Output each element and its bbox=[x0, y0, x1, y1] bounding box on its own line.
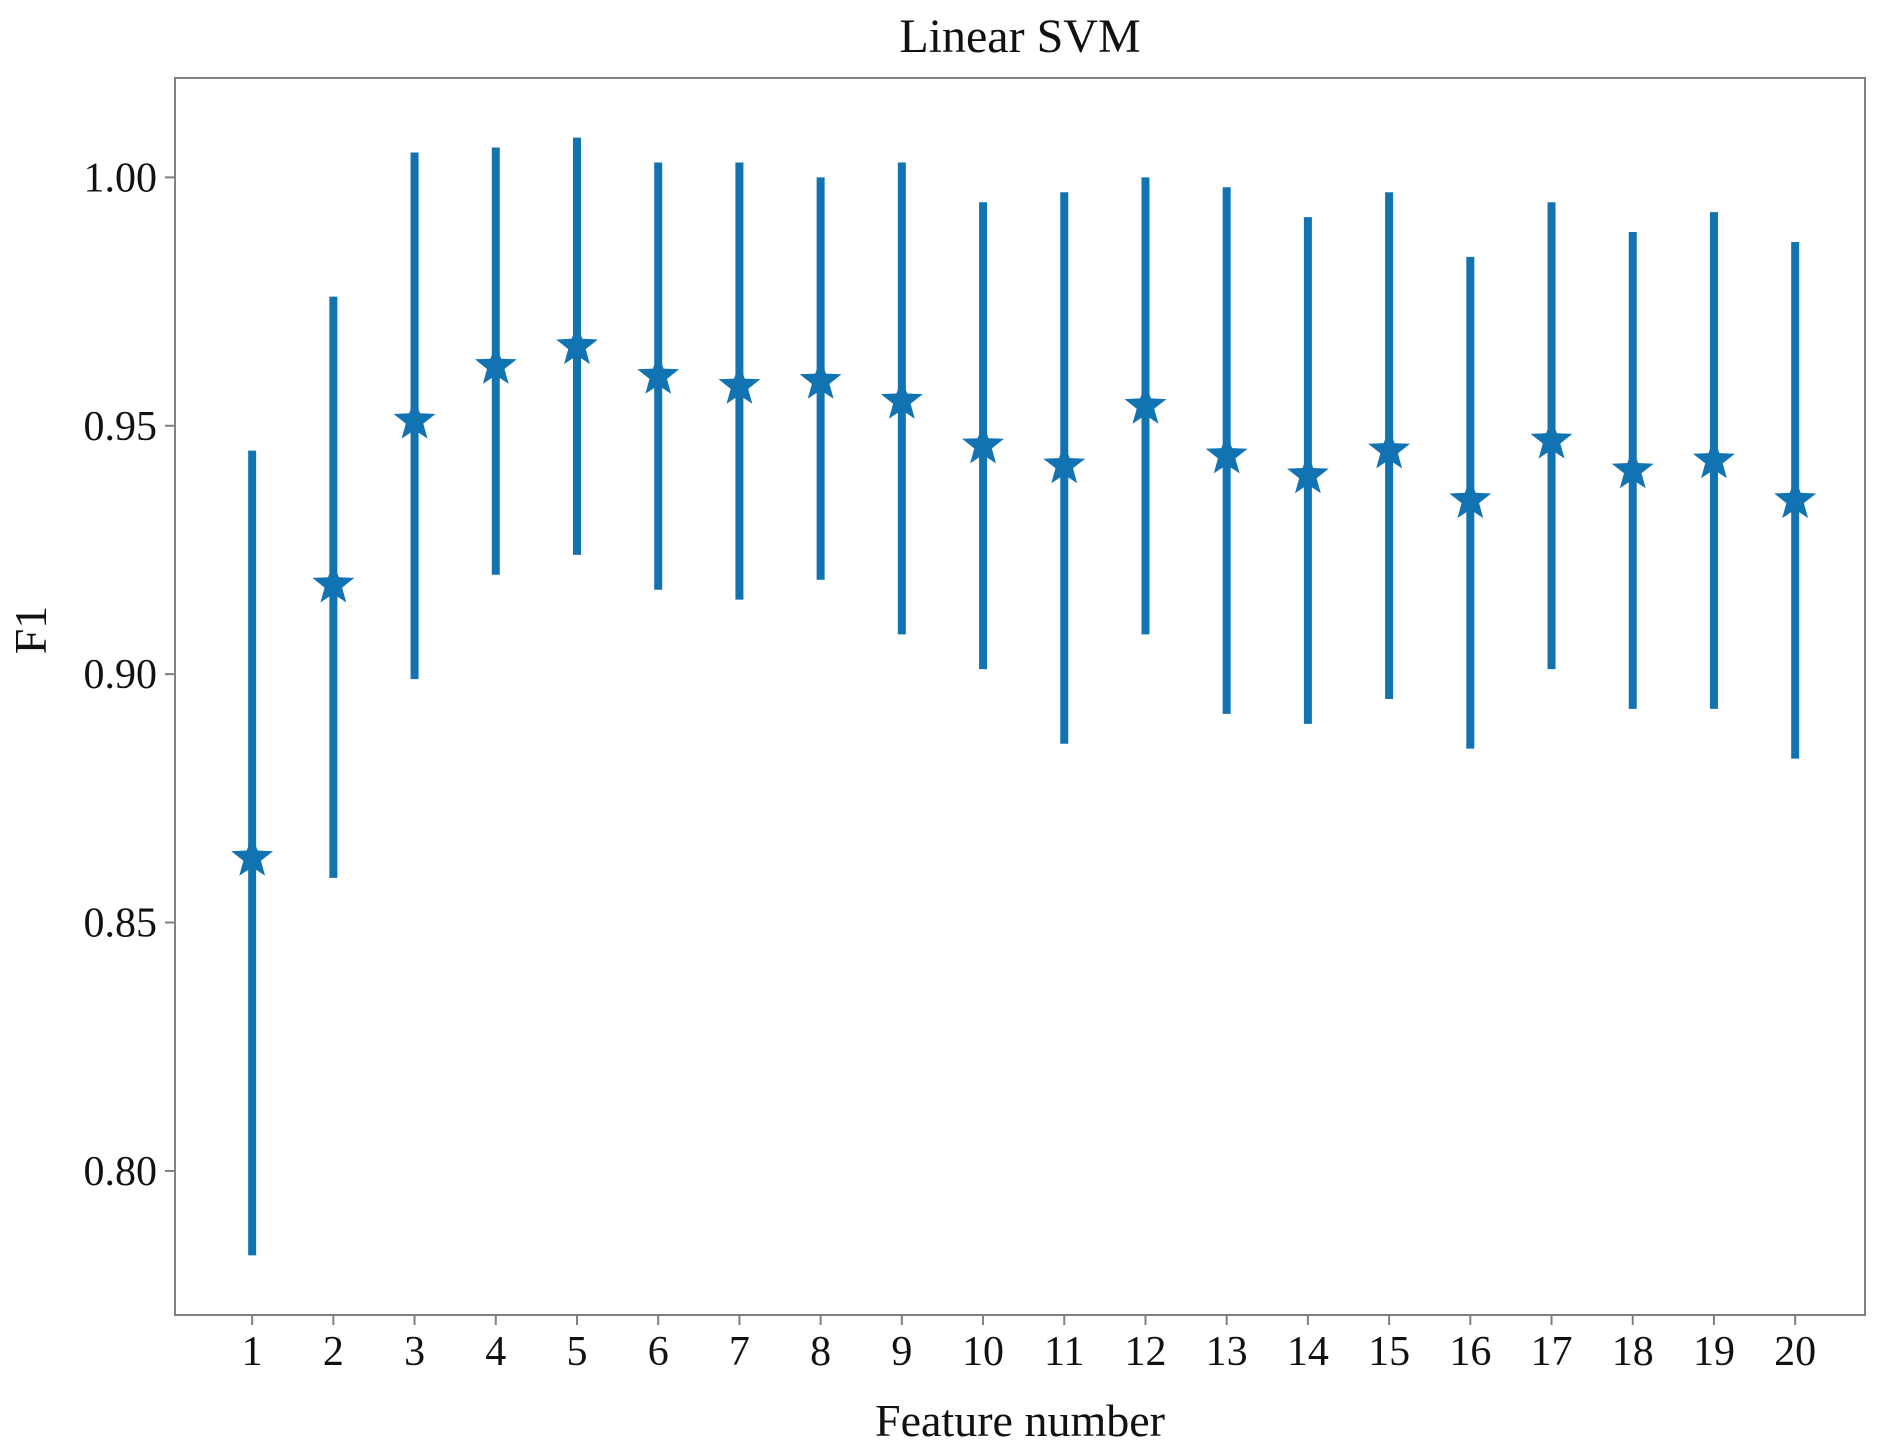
star-marker bbox=[1530, 418, 1573, 459]
star-marker bbox=[799, 359, 842, 399]
y-tick-label: 1.00 bbox=[84, 155, 158, 201]
chart-title: Linear SVM bbox=[899, 10, 1140, 63]
star-marker bbox=[474, 344, 517, 384]
star-marker bbox=[312, 562, 355, 603]
y-tick-label: 0.95 bbox=[84, 404, 158, 450]
x-tick-label: 3 bbox=[404, 1329, 425, 1375]
x-axis-label: Feature number bbox=[875, 1395, 1165, 1446]
y-tick-label: 0.85 bbox=[84, 901, 158, 947]
x-tick-label: 1 bbox=[242, 1329, 263, 1375]
x-tick-label: 19 bbox=[1693, 1329, 1735, 1375]
star-marker bbox=[1124, 383, 1167, 424]
y-axis-ticks bbox=[165, 176, 175, 1172]
y-tick-label: 0.80 bbox=[84, 1149, 158, 1195]
x-tick-label: 6 bbox=[648, 1329, 669, 1375]
star-marker bbox=[1611, 448, 1654, 489]
star-marker bbox=[1043, 443, 1086, 484]
x-tick-label: 7 bbox=[729, 1329, 750, 1375]
x-tick-label: 9 bbox=[891, 1329, 912, 1375]
x-tick-label: 10 bbox=[962, 1329, 1004, 1375]
star-marker bbox=[718, 364, 761, 404]
plot-border bbox=[174, 77, 1866, 1316]
star-marker bbox=[1449, 478, 1492, 519]
x-tick-label: 15 bbox=[1368, 1329, 1410, 1375]
star-marker bbox=[1693, 438, 1735, 479]
star-marker bbox=[556, 324, 598, 365]
x-tick-label: 2 bbox=[323, 1329, 344, 1375]
x-tick-label: 4 bbox=[485, 1329, 506, 1375]
x-tick-label: 17 bbox=[1531, 1329, 1573, 1375]
y-tick-label: 0.90 bbox=[84, 652, 158, 698]
star-marker bbox=[1205, 433, 1248, 474]
x-tick-labels: 1 2 3 4 5 6 7 8 9 10 11 12 13 14 15 16 17 18 19 20 bbox=[242, 1329, 1817, 1375]
x-tick-label: 12 bbox=[1124, 1329, 1166, 1375]
x-tick-label: 16 bbox=[1449, 1329, 1491, 1375]
star-marker bbox=[1774, 478, 1817, 519]
x-tick-label: 11 bbox=[1044, 1329, 1084, 1375]
error-bars bbox=[248, 137, 1800, 1256]
y-tick-labels: 0.80 0.85 0.90 0.95 1.00 bbox=[84, 155, 158, 1195]
x-tick-label: 18 bbox=[1612, 1329, 1654, 1375]
star-markers bbox=[231, 324, 1817, 876]
star-marker bbox=[1287, 453, 1329, 494]
star-marker bbox=[637, 354, 680, 394]
star-marker bbox=[880, 378, 923, 419]
x-tick-label: 14 bbox=[1287, 1329, 1329, 1375]
x-tick-label: 8 bbox=[810, 1329, 831, 1375]
x-tick-label: 20 bbox=[1774, 1329, 1816, 1375]
x-tick-label: 13 bbox=[1206, 1329, 1248, 1375]
star-marker bbox=[1368, 428, 1410, 469]
star-marker bbox=[393, 398, 436, 439]
star-marker bbox=[962, 423, 1004, 464]
y-axis-label: F1 bbox=[5, 606, 56, 655]
x-axis-ticks bbox=[251, 1315, 1797, 1325]
star-marker bbox=[231, 836, 274, 876]
x-tick-label: 5 bbox=[566, 1329, 587, 1375]
